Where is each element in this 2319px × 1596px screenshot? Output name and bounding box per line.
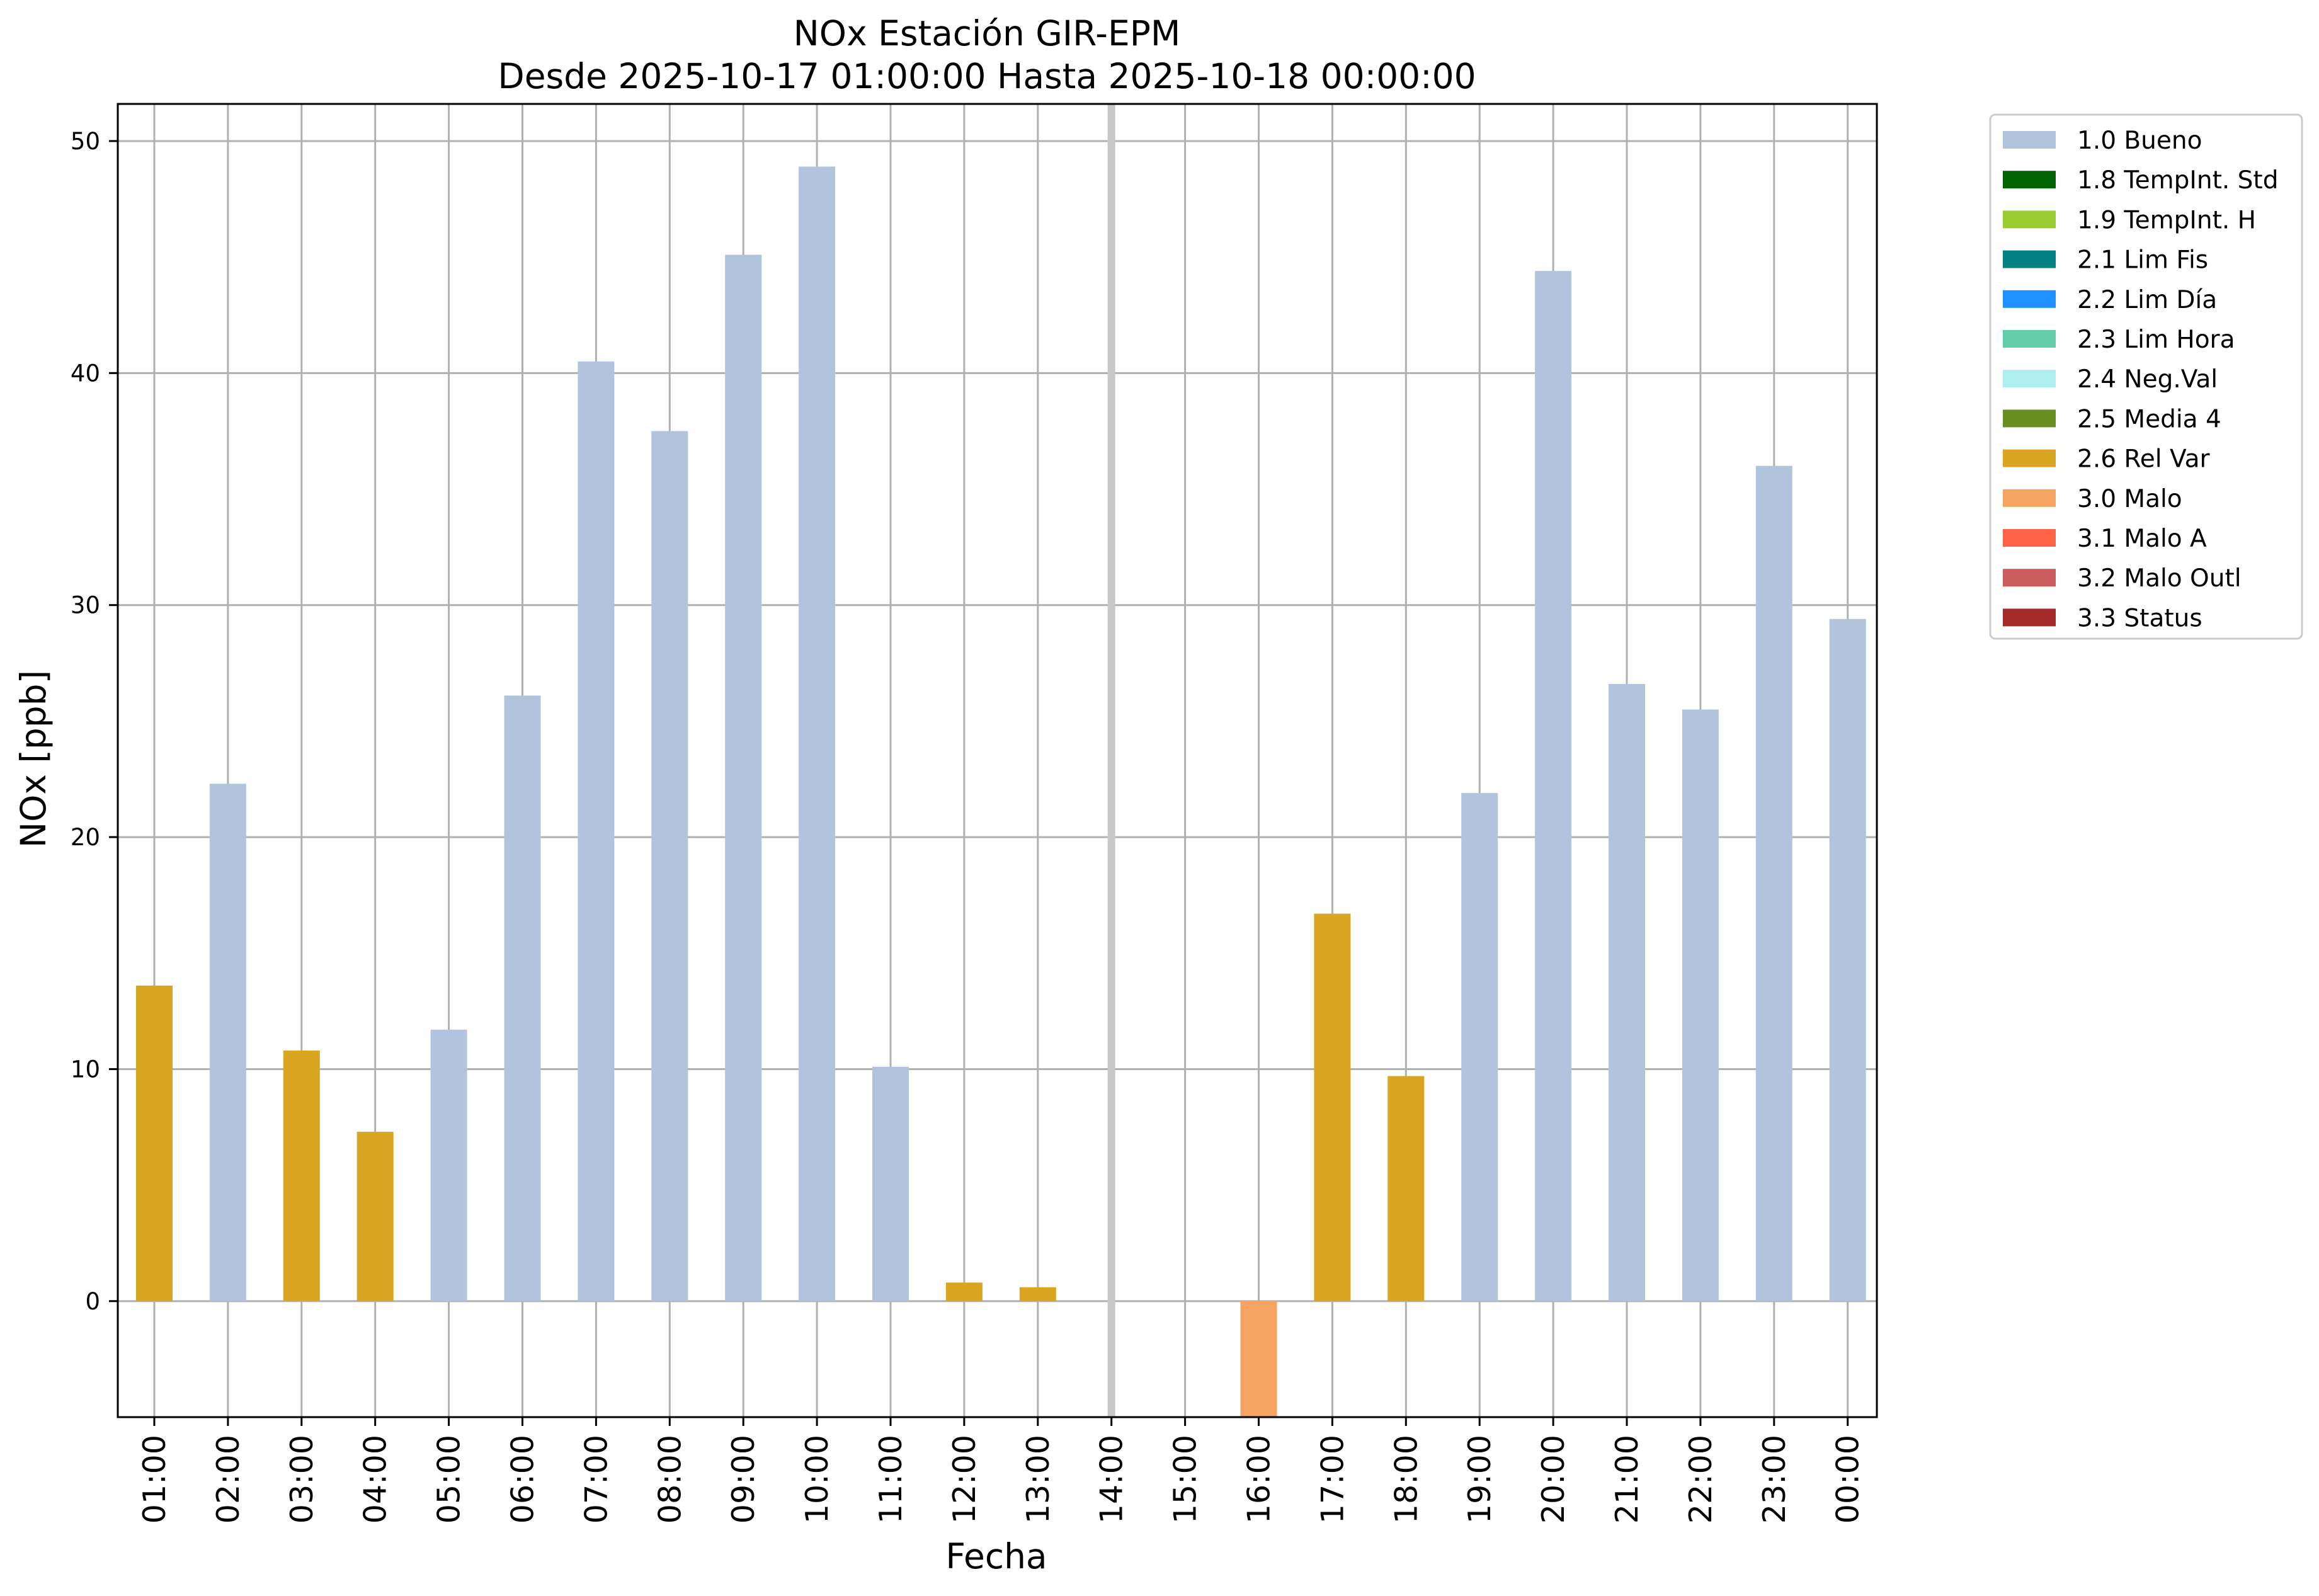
bar-1800 (1387, 1076, 1425, 1301)
bar-0000 (1829, 618, 1866, 1301)
legend-swatch (2003, 171, 2056, 189)
legend-label: 1.8 TempInt. Std (2077, 166, 2278, 195)
legend-label: 2.6 Rel Var (2077, 445, 2211, 474)
legend-label: 3.1 Malo A (2077, 525, 2207, 553)
legend-label: 3.2 Malo Outl (2077, 564, 2242, 593)
bar-1300 (1019, 1287, 1056, 1301)
legend-swatch (2003, 370, 2056, 388)
x-tick-label: 00:00 (1830, 1435, 1866, 1524)
x-tick-label: 13:00 (1020, 1435, 1056, 1524)
x-tick-label: 04:00 (358, 1435, 394, 1524)
bar-0100 (136, 985, 173, 1301)
bar-1600 (1240, 1301, 1277, 1417)
bar-0600 (504, 695, 541, 1301)
x-axis-ticks: 01:00 02:00 03:00 04:00 05:00 06:00 07:00 08:00… (137, 1417, 1866, 1524)
legend-swatch (2003, 409, 2056, 428)
y-tick-label: 20 (71, 824, 100, 851)
bar-0800 (651, 431, 688, 1301)
y-axis-ticks: 0 10 20 30 40 50 (71, 128, 118, 1315)
legend-label: 3.3 Status (2077, 604, 2202, 632)
y-axis-label: NOx [ppb] (13, 670, 54, 848)
legend-label: 2.3 Lim Hora (2077, 326, 2235, 354)
chart-title: NOx Estación GIR-EPM (794, 13, 1181, 54)
plot-frame (117, 103, 1878, 1418)
y-tick-label: 50 (71, 128, 100, 155)
x-tick-label: 21:00 (1609, 1435, 1645, 1524)
bar-0900 (725, 254, 762, 1301)
x-tick-label: 11:00 (873, 1435, 909, 1524)
bar-1200 (945, 1282, 983, 1301)
bar-2000 (1535, 271, 1572, 1301)
legend-label: 2.5 Media 4 (2077, 405, 2221, 433)
x-tick-label: 10:00 (799, 1435, 835, 1524)
legend-swatch (2003, 608, 2056, 627)
x-tick-label: 15:00 (1168, 1435, 1204, 1524)
legend-label: 1.0 Bueno (2077, 127, 2202, 155)
bar-0500 (430, 1029, 467, 1301)
legend-swatch (2003, 131, 2056, 149)
x-tick-label: 14:00 (1094, 1435, 1130, 1524)
legend-swatch (2003, 449, 2056, 467)
x-tick-label: 16:00 (1241, 1435, 1277, 1524)
bar-0700 (578, 361, 615, 1301)
chart-subtitle: Desde 2025-10-17 01:00:00 Hasta 2025-10-… (498, 56, 1476, 96)
x-axis-label: Fecha (945, 1536, 1047, 1576)
x-tick-label: 17:00 (1314, 1435, 1350, 1524)
legend-label: 1.9 TempInt. H (2077, 206, 2256, 234)
legend-swatch (2003, 330, 2056, 348)
bar-2300 (1755, 465, 1792, 1301)
bar-2200 (1682, 709, 1719, 1301)
y-tick-label: 30 (71, 592, 100, 619)
bar-0300 (283, 1050, 320, 1301)
bar-0200 (209, 784, 246, 1301)
legend-swatch (2003, 529, 2056, 547)
x-tick-label: 12:00 (947, 1435, 983, 1524)
x-tick-label: 19:00 (1462, 1435, 1498, 1524)
y-tick-label: 10 (71, 1056, 100, 1083)
bar-0400 (356, 1131, 394, 1301)
bar-1000 (799, 166, 836, 1301)
legend-swatch (2003, 569, 2056, 587)
bar-1900 (1461, 793, 1498, 1301)
y-tick-label: 0 (85, 1288, 100, 1315)
x-tick-label: 20:00 (1536, 1435, 1571, 1524)
legend-swatch (2003, 290, 2056, 308)
bar-1100 (872, 1066, 909, 1301)
x-tick-label: 05:00 (431, 1435, 467, 1524)
x-tick-label: 03:00 (284, 1435, 320, 1524)
x-tick-label: 09:00 (726, 1435, 761, 1524)
x-tick-label: 08:00 (652, 1435, 688, 1524)
x-tick-label: 06:00 (505, 1435, 541, 1524)
bar-1700 (1314, 913, 1351, 1301)
bars (136, 166, 1866, 1417)
legend-swatch (2003, 250, 2056, 268)
legend-label: 2.1 Lim Fis (2077, 246, 2208, 275)
x-tick-label: 22:00 (1683, 1435, 1719, 1524)
x-tick-label: 23:00 (1757, 1435, 1792, 1524)
y-tick-label: 40 (71, 360, 100, 387)
x-tick-label: 01:00 (137, 1435, 173, 1524)
legend-label: 2.2 Lim Día (2077, 286, 2217, 314)
x-tick-label: 02:00 (210, 1435, 246, 1524)
x-tick-label: 07:00 (578, 1435, 614, 1524)
legend: 1.0 Bueno 1.8 TempInt. Std 1.9 TempInt. H 2… (1989, 113, 2303, 640)
legend-label: 3.0 Malo (2077, 485, 2182, 513)
legend-label: 2.4 Neg.Val (2077, 365, 2218, 394)
legend-swatch (2003, 489, 2056, 507)
legend-swatch (2003, 210, 2056, 229)
bar-2100 (1609, 683, 1645, 1301)
legend-frame (1989, 113, 2303, 640)
x-tick-label: 18:00 (1388, 1435, 1424, 1524)
